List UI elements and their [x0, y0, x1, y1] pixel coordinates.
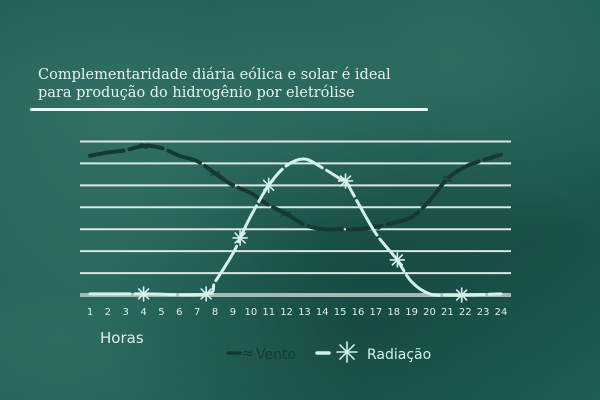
x-tick-label: 15: [334, 307, 347, 318]
radiacao-line: [88, 157, 503, 297]
radiacao-star-marker-icon: [135, 286, 152, 302]
x-tick-label: 12: [280, 307, 293, 318]
title-underline: [30, 108, 428, 111]
vento-marker-icon: ≈: [208, 163, 221, 182]
x-tick-label: 20: [423, 307, 436, 318]
x-tick-label: 19: [405, 307, 418, 318]
series-lines: ≈ ≈ ≈ ≈ ≈: [88, 136, 503, 303]
x-tick-label: 22: [459, 307, 472, 318]
x-tick-label: 6: [176, 307, 182, 318]
x-tick-label: 16: [352, 307, 365, 318]
x-tick-label: 11: [262, 307, 275, 318]
x-tick-label: 14: [316, 307, 329, 318]
chart-title-line-1: Complementaridade diária eólica e solar …: [38, 67, 391, 83]
x-tick-label: 21: [441, 307, 454, 318]
vento-marker-icon: ≈: [369, 217, 382, 236]
radiacao-star-marker-icon: [453, 287, 470, 303]
radiacao-star-marker-icon: [337, 173, 354, 189]
x-tick-label: 7: [194, 307, 200, 318]
radiacao-star-marker-icon: [389, 252, 406, 268]
legend-vento-label: Vento: [256, 347, 296, 363]
x-axis-label: Horas: [100, 329, 144, 347]
x-tick-label: 10: [244, 307, 257, 318]
x-tick-label: 2: [105, 307, 111, 318]
x-tick-label: 3: [123, 307, 129, 318]
x-tick-labels: 1 2 3 4 5 6 7 8 9 10 11 12 13 14 15 16 17 18 19 20 21 22 23 24: [87, 307, 508, 318]
vento-line: [88, 143, 503, 232]
x-tick-label: 1: [87, 307, 93, 318]
radiacao-star-marker-icon: [198, 286, 214, 302]
x-tick-label: 8: [212, 307, 218, 318]
x-tick-label: 4: [140, 307, 146, 318]
x-tick-label: 13: [298, 307, 311, 318]
legend-radiacao-star-icon: [336, 341, 358, 363]
x-tick-label: 23: [477, 307, 490, 318]
x-tick-label: 5: [158, 307, 164, 318]
radiacao-star-marker-icon: [260, 177, 277, 194]
x-tick-label: 17: [370, 307, 383, 318]
star-icon: [336, 341, 358, 363]
radiacao-star-marker-icon: [232, 230, 248, 246]
x-tick-label: 9: [230, 307, 236, 318]
x-tick-label: 24: [495, 307, 508, 318]
vento-marker-icon: ≈: [137, 136, 150, 155]
chart-title-line-2: para produção do hidrogênio por eletróli…: [38, 85, 355, 101]
chart-title: Complementaridade diária eólica e solar …: [38, 66, 391, 102]
x-tick-label: 18: [387, 307, 400, 318]
vento-marker-icon: ≈: [280, 204, 293, 223]
legend: ≈ Vento Radiação: [226, 341, 431, 363]
legend-radiacao-label: Radiação: [367, 347, 431, 363]
legend-vento-marker-icon: ≈: [241, 344, 254, 362]
vento-marker-icon: ≈: [441, 169, 454, 188]
